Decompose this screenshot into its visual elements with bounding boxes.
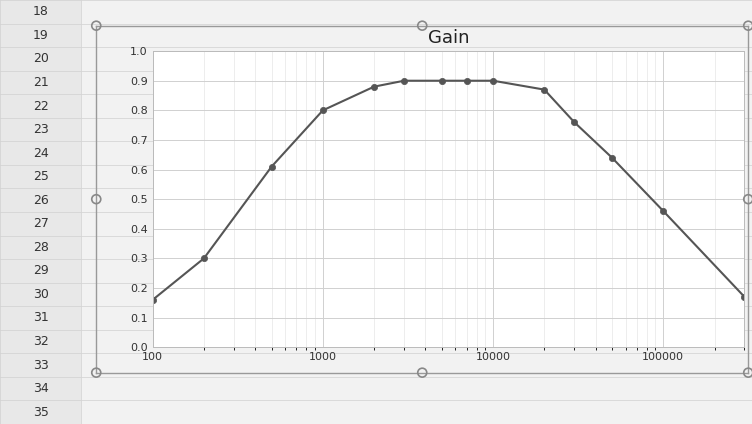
Text: 18: 18 [32,5,49,18]
Text: 26: 26 [33,194,48,207]
Text: 31: 31 [33,312,48,324]
Text: 25: 25 [32,170,49,183]
Text: 29: 29 [33,265,48,277]
Text: 20: 20 [32,53,49,65]
Text: 34: 34 [33,382,48,395]
Text: 35: 35 [32,406,49,419]
Text: 27: 27 [32,217,49,230]
Text: 32: 32 [33,335,48,348]
Text: 24: 24 [33,147,48,159]
Text: 28: 28 [32,241,49,254]
Text: 30: 30 [32,288,49,301]
Text: 19: 19 [33,29,48,42]
Text: 23: 23 [33,123,48,136]
Text: 33: 33 [33,359,48,371]
Title: Gain: Gain [428,29,469,47]
Text: 21: 21 [33,76,48,89]
Text: 22: 22 [33,100,48,112]
